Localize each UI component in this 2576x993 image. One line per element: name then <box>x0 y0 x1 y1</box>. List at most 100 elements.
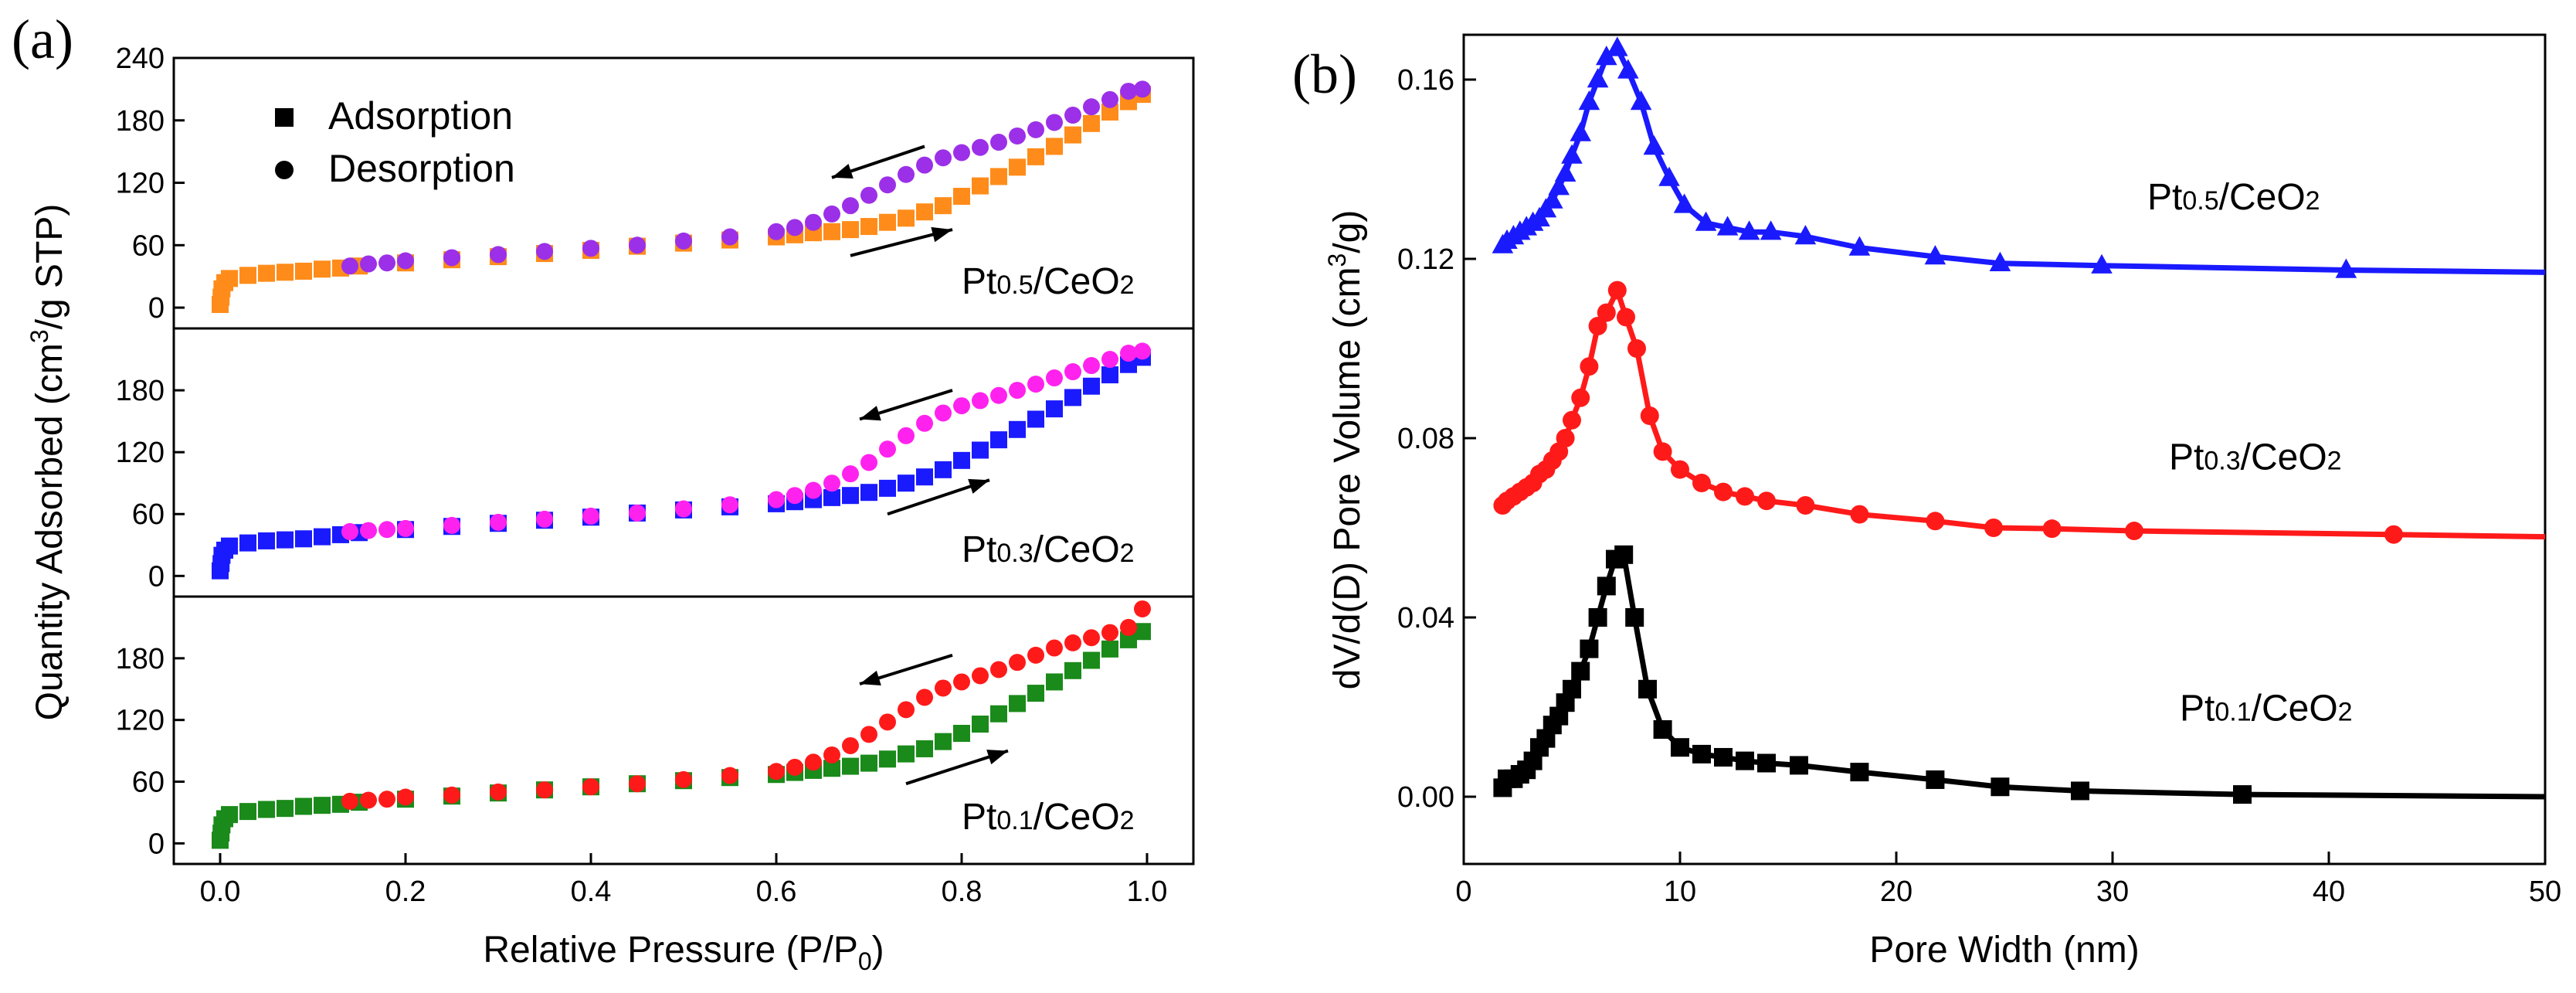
data-point-a1-s0 <box>990 431 1007 449</box>
x-tick-label-a: 0.8 <box>942 876 983 908</box>
sample-label-b0: Pt0.1/CeO2 <box>2180 688 2353 729</box>
data-point-b2 <box>1673 193 1695 213</box>
y-tick-label-2: 120 <box>116 705 165 737</box>
data-point-b0 <box>2071 781 2089 801</box>
data-point-a2-s0 <box>953 724 970 742</box>
y-tick-label-b: 0.04 <box>1397 602 1454 634</box>
data-point-a0-s1 <box>1027 121 1044 138</box>
data-point-b1 <box>1736 487 1754 506</box>
data-point-a1-s1 <box>842 465 859 483</box>
data-point-a1-s1 <box>1120 345 1137 362</box>
sample-label-a2: Pt0.1/CeO2 <box>962 797 1135 838</box>
data-point-b1 <box>1850 505 1869 524</box>
data-point-b1 <box>1714 482 1733 502</box>
data-point-b1 <box>1556 429 1575 447</box>
data-point-a2-s0 <box>898 745 915 763</box>
data-point-b2 <box>1587 68 1609 88</box>
data-point-a0-s0 <box>842 221 859 239</box>
data-point-a2-s1 <box>842 736 859 754</box>
data-point-a2-s1 <box>1134 600 1151 617</box>
y-axis-title-b: dV/d(D) Pore Volume (cm3/g) <box>1323 210 1368 690</box>
data-point-a2-s0 <box>990 705 1007 723</box>
data-point-a2-s0 <box>1046 673 1063 691</box>
y-tick-label-b: 0.08 <box>1397 423 1454 455</box>
data-point-a0-s0 <box>823 223 840 240</box>
data-point-a2-s0 <box>916 740 933 757</box>
legend-desorption-marker <box>275 161 294 179</box>
data-point-a0-s1 <box>768 223 785 240</box>
data-point-a2-s1 <box>360 791 377 809</box>
data-point-a2-s1 <box>1083 629 1100 647</box>
data-point-a0-s0 <box>258 264 275 282</box>
data-point-b1 <box>1640 406 1659 425</box>
desorption-arrow-1-head <box>860 406 881 421</box>
y-tick-label-0: 240 <box>116 43 165 75</box>
data-point-a1-s1 <box>675 500 692 518</box>
y-axis-title-a: Quantity Adsorbed (cm3/g STP) <box>25 204 70 721</box>
data-point-a0-s1 <box>397 252 414 270</box>
data-point-a2-s1 <box>990 661 1007 678</box>
data-point-b1 <box>1926 512 1945 531</box>
data-point-a1-s1 <box>823 474 840 492</box>
data-point-a1-s1 <box>378 521 395 539</box>
data-point-a0-s1 <box>490 246 507 264</box>
data-point-a2-s1 <box>1046 639 1063 657</box>
data-point-b2 <box>1989 251 2011 271</box>
data-point-b0 <box>1638 679 1657 699</box>
desorption-arrow-0 <box>831 145 925 179</box>
data-point-a2-s1 <box>860 726 877 743</box>
data-point-b1 <box>1607 281 1627 300</box>
adsorption-arrow-1 <box>887 478 990 516</box>
data-point-a0-s1 <box>675 232 692 250</box>
data-point-a0-s1 <box>879 176 896 194</box>
data-point-a2-s0 <box>1064 661 1081 679</box>
data-point-a2-s1 <box>490 783 507 801</box>
data-point-a1-s1 <box>341 522 358 540</box>
data-point-b1 <box>1563 410 1581 430</box>
data-point-a2-s0 <box>879 750 896 768</box>
data-point-a1-s1 <box>397 519 414 537</box>
data-point-b0 <box>1757 753 1776 773</box>
data-point-a2-s0 <box>1027 685 1044 702</box>
data-point-b0 <box>1736 751 1754 770</box>
x-tick-label-b: 20 <box>1880 876 1912 908</box>
data-point-a0-s1 <box>1134 80 1151 98</box>
data-point-a2-s0 <box>1120 631 1137 648</box>
data-point-a0-s0 <box>277 264 294 281</box>
data-point-a1-s0 <box>879 479 896 497</box>
y-tick-label-b: 0.00 <box>1397 781 1454 814</box>
data-point-a1-s0 <box>916 468 933 486</box>
data-point-b2 <box>1760 220 1782 240</box>
data-point-a0-s1 <box>721 228 738 246</box>
data-point-a1-s1 <box>1064 363 1081 381</box>
legend-adsorption-marker <box>275 108 294 127</box>
legend-adsorption-label: Adsorption <box>328 94 513 138</box>
y-tick-label-b: 0.12 <box>1397 243 1454 276</box>
data-point-a1-s1 <box>935 404 952 422</box>
subplot-frame-2 <box>172 595 1195 865</box>
data-point-a2-s0 <box>860 754 877 772</box>
data-point-a0-s1 <box>953 144 970 162</box>
data-point-a1-s1 <box>768 491 785 508</box>
data-point-a0-s1 <box>786 219 803 236</box>
data-point-b2 <box>2091 253 2113 274</box>
data-point-b1 <box>2125 522 2143 541</box>
x-tick-label-a: 0.4 <box>571 876 612 908</box>
data-point-a0-s0 <box>314 260 331 278</box>
data-point-a1-s0 <box>277 531 294 549</box>
data-point-a0-s0 <box>239 267 256 284</box>
desorption-arrow-0-head <box>832 164 854 179</box>
data-point-a1-s1 <box>443 516 460 534</box>
data-point-a2-s1 <box>629 775 646 793</box>
x-tick-label-b: 0 <box>1455 876 1471 908</box>
data-point-a0-s0 <box>935 197 952 215</box>
data-point-a0-s1 <box>629 236 646 254</box>
data-point-a0-s0 <box>972 177 989 195</box>
data-point-a2-s0 <box>935 733 952 750</box>
data-point-b1 <box>1796 496 1815 515</box>
data-point-a0-s0 <box>1046 138 1063 155</box>
data-point-a2-s0 <box>972 716 989 733</box>
x-tick-label-a: 1.0 <box>1127 876 1168 908</box>
data-point-b0 <box>1614 545 1634 564</box>
data-point-a2-s1 <box>1120 618 1137 636</box>
